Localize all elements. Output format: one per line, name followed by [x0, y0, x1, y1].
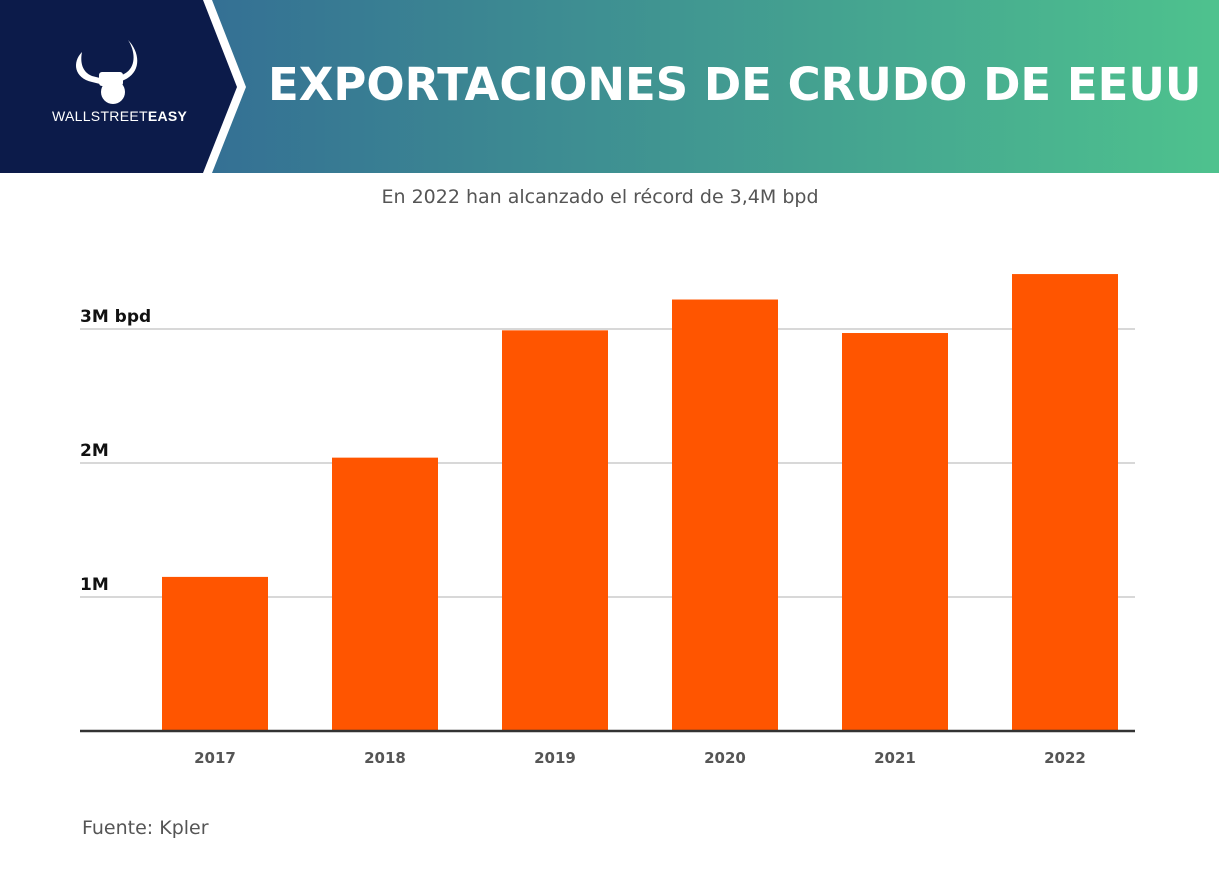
page-title: EXPORTACIONES DE CRUDO DE EEUU	[268, 58, 1202, 111]
bar-2020	[672, 299, 778, 731]
bar-2022	[1012, 274, 1118, 731]
x-tick-label: 2018	[364, 749, 406, 767]
x-tick-label: 2019	[534, 749, 576, 767]
brand-logo-text: WALLSTREETEASY	[52, 108, 188, 124]
chart-subtitle: En 2022 han alcanzado el récord de 3,4M …	[381, 186, 819, 208]
y-tick-label: 3M bpd	[80, 307, 151, 327]
source-note: Fuente: Kpler	[82, 817, 209, 839]
bar-2017	[162, 576, 268, 731]
bar-2018	[332, 457, 438, 731]
bull-fist-logo-icon	[76, 40, 138, 104]
x-tick-label: 2021	[874, 749, 916, 767]
header-banner	[0, 0, 1219, 173]
x-tick-label: 2020	[704, 749, 746, 767]
x-tick-label: 2017	[194, 749, 236, 767]
y-tick-label: 1M	[80, 575, 109, 595]
bar-2019	[502, 330, 608, 731]
x-tick-label: 2022	[1044, 749, 1086, 767]
y-tick-label: 2M	[80, 441, 109, 461]
bar-2021	[842, 333, 948, 731]
